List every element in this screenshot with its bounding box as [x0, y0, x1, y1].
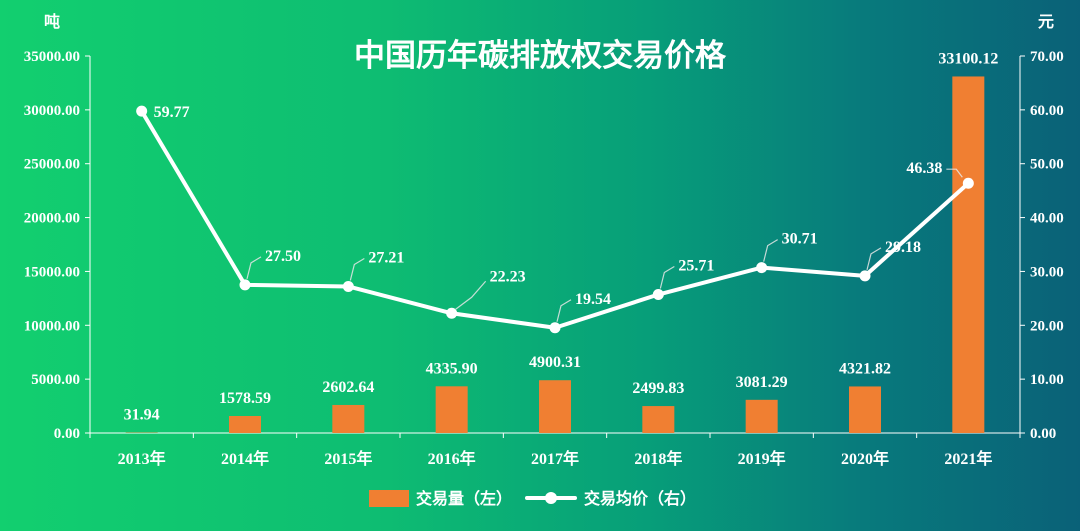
bar: [745, 399, 778, 433]
label-leader-line: [946, 168, 963, 178]
line-data-label: 27.50: [265, 248, 301, 265]
label-leader-line: [349, 257, 365, 281]
right-tick-label: 40.00: [1030, 211, 1064, 227]
bar-series: [125, 76, 985, 434]
line-data-label: 46.38: [906, 160, 942, 177]
x-tick-label: 2021年: [944, 449, 992, 468]
legend-label-line: 交易均价（右）: [584, 489, 696, 508]
price-point: [136, 105, 148, 117]
price-point: [859, 270, 871, 282]
right-tick-label: 70.00: [1030, 49, 1064, 65]
bar-data-label: 4900.31: [529, 354, 581, 371]
label-leader-line: [659, 266, 675, 289]
bar-data-label: 4335.90: [426, 360, 478, 377]
bar: [539, 380, 571, 433]
price-point: [756, 262, 768, 274]
left-tick-label: 35000.00: [24, 49, 80, 65]
right-tick-label: 30.00: [1030, 264, 1064, 280]
label-leader-line: [455, 280, 487, 310]
legend-label-bar: 交易量（左）: [416, 489, 512, 508]
left-tick-label: 20000.00: [24, 211, 80, 227]
data-labels: 31.94 1578.59 2602.64 4335.90 4900.31 2499.83…: [124, 50, 999, 423]
bar-data-label: 4321.82: [839, 360, 891, 377]
right-axis-unit: 元: [1038, 12, 1054, 31]
axes: 0.00 5000.00 10000.00 15000.00 20000.00 25000…: [24, 49, 1064, 468]
right-tick-label: 60.00: [1030, 103, 1064, 119]
bar-data-label: 2499.83: [632, 380, 684, 397]
x-tick-label: 2018年: [634, 449, 682, 468]
line-data-label: 19.54: [575, 291, 611, 308]
x-tick-label: 2015年: [324, 449, 372, 468]
bar: [229, 415, 261, 433]
bar: [332, 404, 365, 433]
bar-data-label: 1578.59: [219, 390, 271, 407]
price-point: [239, 279, 251, 291]
label-leader-line: [763, 239, 778, 262]
left-tick-label: 5000.00: [31, 372, 80, 388]
line-data-label: 29.18: [885, 239, 921, 256]
line-data-label: 27.21: [368, 249, 404, 266]
x-tick-label: 2013年: [118, 449, 166, 468]
legend-swatch-bar: [369, 490, 409, 507]
left-tick-label: 0.00: [54, 426, 80, 442]
x-tick-label: 2019年: [738, 449, 786, 468]
price-point: [446, 307, 458, 319]
left-tick-label: 30000.00: [24, 103, 80, 119]
price-point: [652, 289, 664, 301]
right-tick-label: 50.00: [1030, 157, 1064, 173]
x-tick-label: 2020年: [841, 449, 889, 468]
bar: [435, 386, 468, 433]
bar: [849, 386, 881, 433]
price-point: [342, 280, 354, 292]
price-line: [139, 109, 971, 330]
price-point: [962, 177, 974, 189]
right-tick-label: 10.00: [1030, 372, 1064, 388]
price-point: [549, 322, 561, 334]
bar-data-label: 3081.29: [736, 374, 788, 391]
bar-data-label: 2602.64: [322, 379, 374, 396]
legend: 交易量（左） 交易均价（右）: [369, 489, 696, 508]
right-tick-label: 20.00: [1030, 318, 1064, 334]
left-tick-label: 25000.00: [24, 157, 80, 173]
line-series: [136, 105, 974, 334]
bar: [952, 76, 985, 434]
right-tick-label: 0.00: [1030, 426, 1056, 442]
bar-data-label: 33100.12: [938, 50, 998, 67]
chart-title: 中国历年碳排放权交易价格: [354, 38, 727, 74]
bar-data-label: 31.94: [124, 407, 160, 424]
x-tick-label: 2017年: [531, 449, 579, 468]
line-data-label: 30.71: [782, 231, 818, 248]
x-tick-label: 2016年: [428, 449, 476, 468]
label-leader-line: [866, 247, 882, 270]
legend-swatch-marker: [545, 492, 557, 504]
line-data-label: 22.23: [490, 268, 526, 285]
left-axis-unit: 吨: [44, 12, 60, 31]
x-tick-label: 2014年: [221, 449, 269, 468]
line-data-label: 59.77: [154, 104, 190, 121]
left-tick-label: 10000.00: [24, 318, 80, 334]
left-tick-label: 15000.00: [24, 264, 80, 280]
label-leader-line: [556, 299, 572, 322]
line-data-label: 25.71: [678, 258, 714, 275]
label-leader-line: [246, 256, 262, 280]
bar: [642, 406, 675, 433]
